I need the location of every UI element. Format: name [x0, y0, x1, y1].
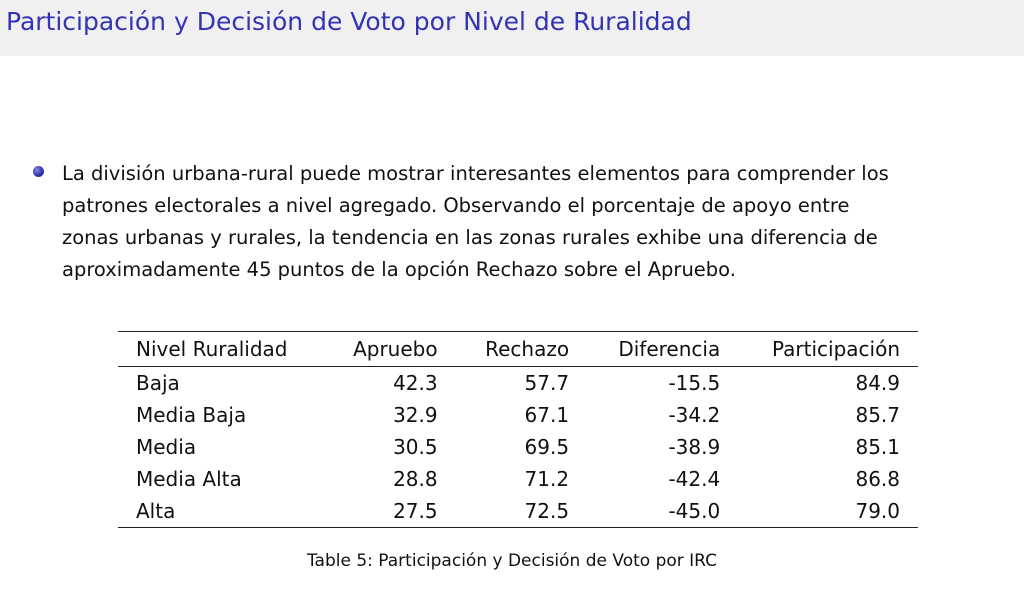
table-row: Baja 42.3 57.7 -15.5 84.9 [118, 367, 918, 400]
table-caption: Table 5: Participación y Decisión de Vot… [306, 551, 718, 571]
cell-participacion: 79.0 [855, 499, 900, 523]
paragraph-line: zonas urbanas y rurales, la tendencia en… [62, 226, 878, 249]
cell-participacion: 86.8 [855, 467, 900, 491]
cell-participacion: 85.1 [855, 435, 900, 459]
cell-rechazo: 69.5 [524, 435, 570, 459]
cell-apruebo: 27.5 [393, 499, 438, 523]
cell-diferencia: -34.2 [668, 403, 721, 427]
bullet-icon [33, 166, 44, 177]
header-participacion: Participación [771, 337, 900, 361]
cell-apruebo: 28.8 [393, 467, 438, 491]
title-bar: Participación y Decisión de Voto por Niv… [0, 0, 1024, 56]
paragraph-line: patrones electorales a nivel agregado. O… [62, 194, 850, 217]
cell-rechazo: 67.1 [524, 403, 570, 427]
cell-diferencia: -45.0 [668, 499, 721, 523]
cell-nivel: Baja [136, 371, 180, 395]
cell-nivel: Alta [136, 499, 176, 523]
cell-apruebo: 42.3 [393, 371, 438, 395]
cell-diferencia: -38.9 [668, 435, 721, 459]
cell-participacion: 84.9 [855, 371, 900, 395]
cell-rechazo: 71.2 [524, 467, 570, 491]
results-table: Nivel Ruralidad Apruebo Rechazo Diferenc… [118, 331, 918, 528]
header-diferencia: Diferencia [618, 337, 721, 361]
slide-title: Participación y Decisión de Voto por Niv… [6, 7, 692, 36]
cell-apruebo: 30.5 [393, 435, 438, 459]
cell-diferencia: -15.5 [668, 371, 721, 395]
table-row: Alta 27.5 72.5 -45.0 79.0 [118, 495, 918, 528]
header-rechazo: Rechazo [485, 337, 570, 361]
cell-participacion: 85.7 [855, 403, 900, 427]
cell-rechazo: 72.5 [524, 499, 570, 523]
header-nivel-ruralidad: Nivel Ruralidad [136, 337, 288, 361]
table-header-row: Nivel Ruralidad Apruebo Rechazo Diferenc… [118, 331, 918, 367]
cell-nivel: Media Alta [136, 467, 242, 491]
paragraph-line: aproximadamente 45 puntos de la opción R… [62, 258, 736, 281]
bullet-paragraph: La división urbana-rural puede mostrar i… [62, 158, 1007, 286]
cell-nivel: Media [136, 435, 197, 459]
table-row: Media Alta 28.8 71.2 -42.4 86.8 [118, 463, 918, 495]
header-apruebo: Apruebo [353, 337, 438, 361]
paragraph-line: La división urbana-rural puede mostrar i… [62, 162, 889, 185]
cell-nivel: Media Baja [136, 403, 247, 427]
table-row: Media Baja 32.9 67.1 -34.2 85.7 [118, 399, 918, 431]
cell-rechazo: 57.7 [524, 371, 570, 395]
cell-apruebo: 32.9 [393, 403, 438, 427]
cell-diferencia: -42.4 [668, 467, 721, 491]
table-row: Media 30.5 69.5 -38.9 85.1 [118, 431, 918, 463]
